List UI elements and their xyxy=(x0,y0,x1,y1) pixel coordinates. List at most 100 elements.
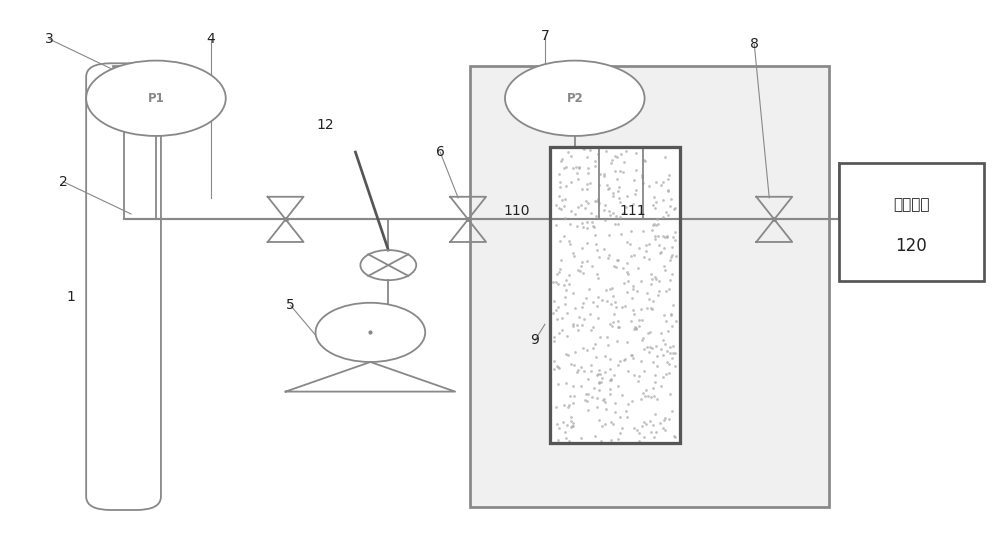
Bar xyxy=(839,163,984,281)
Point xyxy=(557,427,573,436)
Point xyxy=(579,184,595,193)
Point xyxy=(556,163,572,172)
Point xyxy=(551,364,567,372)
Point xyxy=(617,302,633,311)
Point xyxy=(647,410,663,419)
Point xyxy=(574,219,590,227)
Point xyxy=(561,400,577,409)
Point xyxy=(615,209,631,217)
Point xyxy=(658,287,674,296)
Point xyxy=(634,422,650,431)
Point xyxy=(589,196,605,205)
Point xyxy=(570,266,586,275)
Point xyxy=(657,340,673,348)
Point xyxy=(557,293,573,301)
Point xyxy=(664,354,680,362)
Point xyxy=(574,321,590,330)
Point xyxy=(667,349,683,358)
Point xyxy=(591,379,607,387)
Point xyxy=(630,377,646,386)
Point xyxy=(663,309,679,318)
Point xyxy=(553,157,569,166)
Point xyxy=(548,278,564,287)
Point xyxy=(603,376,619,385)
Point xyxy=(608,212,624,220)
Point xyxy=(598,405,614,413)
Point xyxy=(596,395,612,404)
Point xyxy=(647,371,663,380)
Point xyxy=(633,305,649,313)
Point xyxy=(551,268,567,276)
Point xyxy=(588,239,604,248)
Point xyxy=(592,370,608,378)
Point xyxy=(582,309,598,318)
Point xyxy=(605,192,621,201)
Point xyxy=(573,362,589,371)
Text: 4: 4 xyxy=(206,32,215,46)
Point xyxy=(614,424,630,432)
Point xyxy=(582,146,598,155)
Point xyxy=(650,220,666,228)
Point xyxy=(625,305,641,314)
Point xyxy=(590,313,606,322)
Point xyxy=(610,435,626,444)
Point xyxy=(607,399,623,408)
Point xyxy=(619,288,635,296)
Point xyxy=(655,213,671,222)
Point xyxy=(559,421,575,430)
Point xyxy=(591,386,607,395)
Circle shape xyxy=(316,303,425,362)
Text: 6: 6 xyxy=(436,145,445,159)
Point xyxy=(587,230,603,239)
Point xyxy=(580,374,596,383)
Point xyxy=(565,398,581,407)
Point xyxy=(573,434,589,443)
Point xyxy=(645,384,661,393)
Point xyxy=(657,233,673,241)
Text: 8: 8 xyxy=(750,37,759,51)
Point xyxy=(653,382,669,391)
Point xyxy=(548,403,564,411)
Point xyxy=(633,209,649,217)
Point xyxy=(659,233,675,241)
Point xyxy=(611,322,627,331)
Point xyxy=(639,342,655,351)
Point xyxy=(591,252,607,261)
Point xyxy=(624,351,640,359)
Point xyxy=(642,417,658,425)
Point xyxy=(620,399,636,408)
Point xyxy=(636,345,652,354)
Point xyxy=(563,417,579,426)
Point xyxy=(610,382,626,391)
Point xyxy=(622,240,638,248)
Point xyxy=(551,204,567,213)
Point xyxy=(610,360,626,369)
Point xyxy=(575,222,591,231)
Point xyxy=(568,162,584,171)
Point xyxy=(653,181,669,189)
Point xyxy=(558,162,574,171)
Point xyxy=(600,341,616,349)
Point xyxy=(572,267,588,275)
Point xyxy=(667,203,683,212)
Point xyxy=(643,304,659,312)
Point xyxy=(648,197,664,206)
Point xyxy=(662,202,678,210)
Point xyxy=(626,175,642,184)
Point xyxy=(664,243,680,252)
Point xyxy=(649,362,665,371)
Point xyxy=(646,219,662,228)
Point xyxy=(649,214,665,223)
Point xyxy=(570,175,586,183)
Point xyxy=(643,427,659,436)
Point xyxy=(601,207,617,215)
Point xyxy=(630,264,646,273)
Point xyxy=(666,204,682,213)
Point xyxy=(563,151,579,160)
Point xyxy=(659,346,675,355)
Point xyxy=(647,203,663,212)
Point xyxy=(657,414,673,423)
Point xyxy=(612,197,628,206)
Point xyxy=(629,425,645,434)
Bar xyxy=(470,66,829,507)
